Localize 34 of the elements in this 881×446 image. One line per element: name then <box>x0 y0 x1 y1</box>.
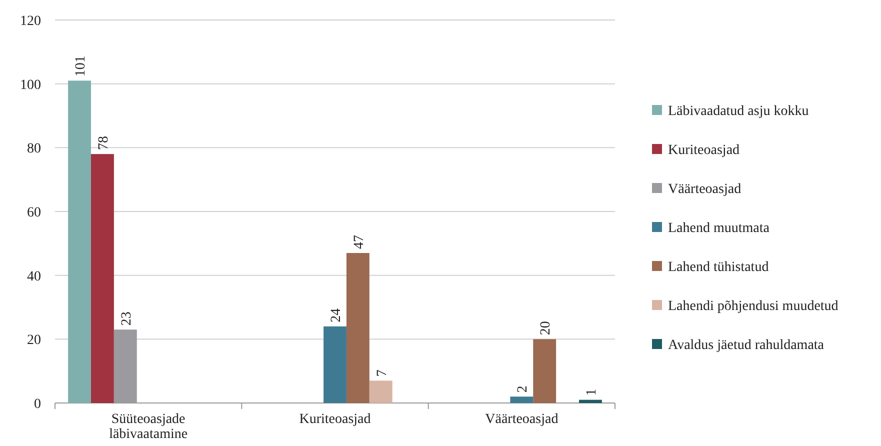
x-tick-label: Väärteoasjad <box>485 412 558 427</box>
bar <box>369 380 392 403</box>
data-label: 2 <box>516 386 531 393</box>
y-tick-label: 40 <box>27 269 41 284</box>
x-tick-label: Kuriteoasjad <box>299 412 371 427</box>
y-tick-label: 120 <box>20 14 41 29</box>
y-tick-label: 60 <box>27 206 41 220</box>
bar <box>91 154 114 403</box>
data-label: 1 <box>584 388 600 396</box>
legend-label: Lahend tühistatud <box>668 260 769 275</box>
bar <box>346 252 370 403</box>
x-tick-label: Süüteoasjade läbivaatamine <box>109 412 188 442</box>
bar <box>510 396 534 403</box>
y-tick-label: 80 <box>27 142 41 157</box>
legend-label: Kuriteoasjad <box>668 143 740 158</box>
data-label: 101 <box>74 56 89 77</box>
y-tick-label: 0 <box>34 397 41 412</box>
legend-label: Lahend muutmata <box>668 221 770 236</box>
legend-label: Avaldus jäetud rahuldamata <box>668 338 825 353</box>
data-label: 78 <box>96 136 112 150</box>
data-label: 20 <box>538 321 554 336</box>
bar <box>68 80 91 403</box>
legend-label: Lahendi põhjendusi muudetud <box>668 299 838 314</box>
bar <box>324 326 346 403</box>
bar <box>579 400 602 403</box>
data-label: 47 <box>352 234 367 249</box>
data-label: 24 <box>329 308 344 322</box>
legend-label: Läbivaadatud asju kokku <box>668 104 809 119</box>
data-label: 23 <box>119 312 134 326</box>
bar <box>533 339 556 403</box>
data-label: 7 <box>374 370 390 377</box>
y-tick-label: 100 <box>20 78 41 93</box>
legend-label: Väärteoasjad <box>668 182 742 197</box>
y-tick-label: 20 <box>27 333 41 348</box>
